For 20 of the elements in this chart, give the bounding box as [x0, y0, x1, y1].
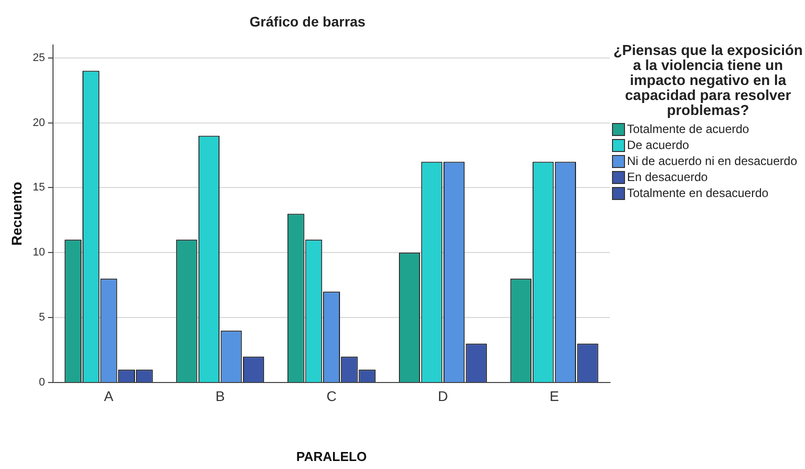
legend-label: Ni de acuerdo ni en desacuerdo — [627, 154, 798, 168]
legend-label: Totalmente de acuerdo — [627, 122, 750, 136]
x-tick-label: D — [438, 388, 448, 404]
x-tick-label: C — [326, 388, 337, 404]
legend-label: Totalmente en desacuerdo — [627, 186, 768, 200]
y-axis-title: Recuento — [8, 182, 24, 246]
legend-label: De acuerdo — [627, 138, 690, 152]
y-tick-label: 25 — [32, 52, 46, 64]
legend-title: ¿Piensas que la exposición a la violencia tiene un impacto negativo en la capacidad para resolver problemas? — [612, 43, 804, 119]
chart-title: Gráfico de barras — [250, 13, 366, 30]
y-tick-label: 10 — [32, 246, 46, 259]
x-tick-label: A — [104, 388, 114, 404]
x-axis-title: PARALELO — [296, 448, 367, 464]
y-tick-label: 20 — [32, 116, 46, 129]
legend-label: En desacuerdo — [627, 170, 708, 184]
y-tick-label: 5 — [38, 312, 46, 324]
y-tick-label: 0 — [38, 376, 46, 389]
x-tick-label: B — [215, 388, 225, 404]
y-tick-label: 15 — [32, 182, 46, 194]
x-tick-label: E — [550, 388, 559, 404]
